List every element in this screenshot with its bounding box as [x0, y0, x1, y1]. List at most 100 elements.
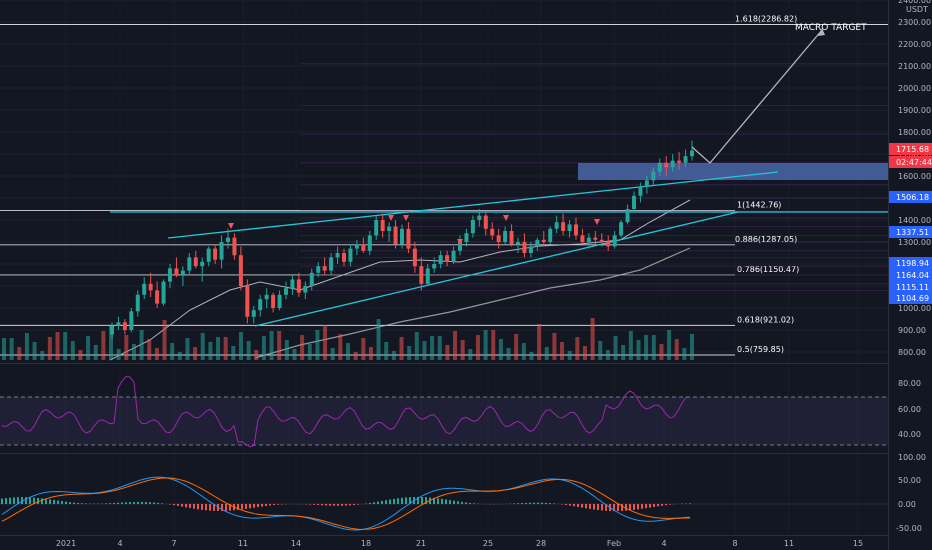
- volume-bar: [506, 348, 511, 360]
- macd-histogram-bar: [549, 503, 551, 504]
- macd-histogram-bar: [385, 500, 387, 504]
- candle-body: [393, 226, 398, 245]
- time-tick-label: 4: [661, 539, 666, 548]
- macd-histogram-bar: [409, 497, 411, 504]
- candle-body: [161, 281, 166, 304]
- candle-body: [554, 222, 559, 229]
- candle-body: [516, 242, 520, 245]
- candle-body: [541, 239, 546, 242]
- price-tick-label: 1400.00: [898, 216, 931, 225]
- macd-histogram-bar: [629, 504, 631, 511]
- macd-histogram-bar: [521, 503, 523, 504]
- candle-body: [168, 268, 172, 282]
- candle-body: [483, 215, 488, 229]
- volume-bar: [621, 345, 626, 360]
- volume-bar: [269, 331, 274, 360]
- volume-bar: [55, 332, 60, 360]
- pivot-marker: [457, 239, 463, 245]
- macd-histogram-bar: [21, 497, 23, 504]
- macd-histogram-bar: [25, 497, 27, 504]
- macd-histogram-bar: [77, 502, 79, 504]
- price-tag-label: 1164.04: [896, 271, 929, 280]
- candle-body: [625, 209, 630, 223]
- price-tick-label: 900.00: [898, 326, 926, 335]
- macd-histogram-bar: [273, 504, 275, 506]
- candle-body: [561, 222, 566, 231]
- volume-bar: [453, 331, 458, 360]
- price-tick-label: 1000.00: [898, 304, 931, 313]
- volume-bar: [93, 345, 98, 360]
- price-tick-label: 2100.00: [898, 62, 931, 71]
- macd-histogram-bar: [141, 501, 143, 504]
- volume-bar: [407, 346, 412, 360]
- candle-body: [367, 235, 372, 251]
- macd-histogram-bar: [405, 497, 407, 504]
- macd-histogram-bar: [581, 504, 583, 508]
- time-tick-label: 2021: [56, 539, 76, 548]
- volume-bar: [552, 333, 557, 360]
- time-tick-label: Feb: [607, 539, 621, 548]
- macd-histogram-bar: [241, 504, 243, 510]
- macd-histogram-bar: [537, 502, 539, 504]
- candle-body: [309, 272, 314, 286]
- price-tag: [889, 143, 932, 155]
- volume-bar: [2, 338, 6, 360]
- candle-body: [258, 299, 263, 311]
- volume-bar: [636, 340, 641, 360]
- time-tick-label: 18: [361, 539, 371, 548]
- candle-body: [690, 150, 694, 157]
- macd-histogram-bar: [573, 504, 575, 507]
- volume-bar: [483, 330, 488, 360]
- macd-histogram-bar: [633, 504, 635, 510]
- macd-histogram-bar: [685, 503, 687, 504]
- macd-histogram-bar: [173, 504, 175, 506]
- macd-histogram-bar: [237, 504, 239, 510]
- time-axis: 2021 4 7 11 14 18 21 25 28 Feb 4 8 11 15: [56, 539, 863, 548]
- macd-histogram-bar: [517, 503, 519, 504]
- volume-bar: [644, 335, 649, 360]
- candle-body: [322, 266, 327, 271]
- candle-body: [683, 156, 688, 163]
- macd-histogram-bar: [513, 503, 515, 504]
- macd-histogram-bar: [117, 502, 119, 504]
- macd-histogram-bar: [341, 504, 343, 506]
- candle-body: [638, 187, 643, 196]
- macd-histogram-bar: [373, 502, 375, 504]
- candle-body: [535, 239, 540, 247]
- volume-bar: [674, 339, 679, 360]
- macd-histogram-bar: [433, 497, 435, 504]
- candle-body: [238, 255, 243, 286]
- macd-histogram-bar: [109, 503, 111, 504]
- macd-histogram-bar: [669, 504, 671, 505]
- macd-histogram-bar: [457, 501, 459, 504]
- candle-body: [174, 268, 179, 275]
- macd-histogram-bar: [397, 498, 399, 504]
- macd-histogram-bar: [469, 502, 471, 504]
- macd-histogram-bar: [157, 502, 159, 504]
- macd-histogram-bar: [597, 504, 599, 511]
- macd-histogram-bar: [201, 504, 203, 510]
- volume-bar: [659, 344, 664, 360]
- macd-histogram-bar: [221, 504, 223, 511]
- volume-bar: [254, 350, 259, 360]
- macd-histogram-bar: [417, 496, 419, 504]
- volume-bar: [605, 350, 610, 360]
- volume-bar: [330, 348, 335, 360]
- volume-bar: [468, 349, 473, 360]
- volume-bar: [430, 336, 435, 360]
- candle-body: [129, 311, 134, 330]
- macd-histogram-bar: [625, 504, 627, 511]
- volume-bar: [590, 318, 595, 360]
- price-tick-label: 1800.00: [898, 128, 931, 137]
- macd-histogram-bar: [589, 504, 591, 509]
- candle-body: [264, 294, 269, 300]
- macd-histogram-bar: [637, 504, 639, 510]
- macd-histogram-bar: [113, 502, 115, 504]
- macd-histogram-bar: [125, 502, 127, 504]
- rsi-tick-label: 80.00: [898, 379, 921, 388]
- candle-body: [361, 244, 366, 251]
- volume-bar: [498, 339, 503, 360]
- macd-histogram-bar: [169, 504, 171, 505]
- volume-bar: [261, 336, 266, 360]
- candle-body: [122, 322, 127, 330]
